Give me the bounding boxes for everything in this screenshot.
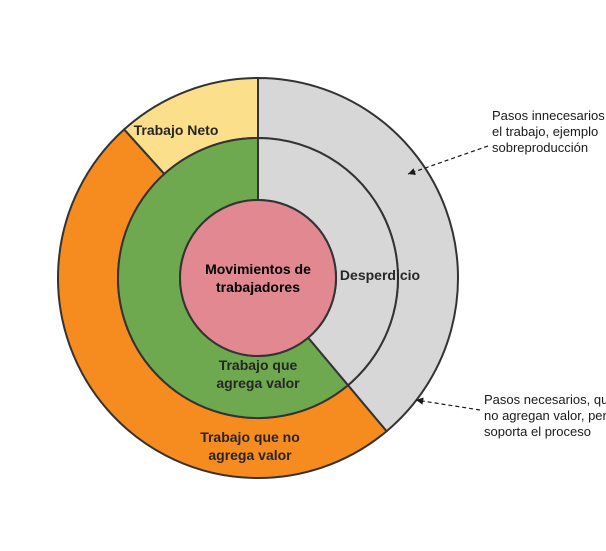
callout-text-1-1: no agregan valor, pero (484, 408, 606, 423)
label-outer_nonvalue: Trabajo que no (200, 429, 300, 445)
center-disc (180, 200, 336, 356)
label-middle_nonwaste-2: agrega valor (216, 375, 300, 391)
callout-text-1-2: soporta el proceso (484, 424, 591, 439)
label-outer_waste: Desperdicio (340, 267, 420, 283)
label-middle_nonwaste: Trabajo que (219, 357, 298, 373)
nested-donut-chart: Desperdicio Trabajo que no agrega valor Tra… (0, 0, 606, 551)
label-outer_net: Trabajo Neto (134, 122, 219, 138)
label-outer_nonvalue-2: agrega valor (208, 447, 292, 463)
label-center-1: Movimientos de (205, 261, 311, 277)
callout-text-0-0: Pasos innecesarios para (492, 108, 606, 123)
callout-text-0-1: el trabajo, ejemplo (492, 124, 598, 139)
callout-text-1-0: Pasos necesarios, que (484, 392, 606, 407)
callout-text-0-2: sobreproducción (492, 140, 588, 155)
label-center-2: trabajadores (216, 279, 300, 295)
